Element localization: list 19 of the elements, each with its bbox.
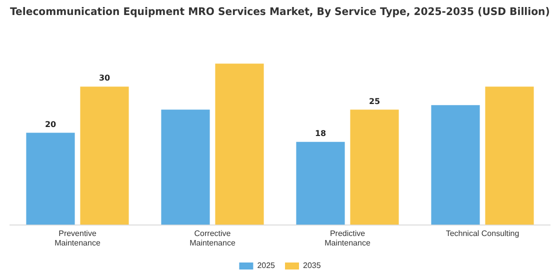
bar <box>161 110 210 225</box>
bar <box>431 105 480 225</box>
legend-label: 2025 <box>257 261 276 270</box>
bar <box>350 110 399 225</box>
data-label: 20 <box>44 120 56 129</box>
x-tick-label: Corrective Maintenance <box>190 228 236 248</box>
data-label: 25 <box>368 96 380 106</box>
data-label: 30 <box>98 74 110 83</box>
bar <box>80 86 129 225</box>
data-label: 18 <box>314 128 326 138</box>
bar <box>296 142 345 225</box>
legend-label: 2035 <box>303 261 322 270</box>
bar <box>215 64 264 225</box>
bar <box>485 86 534 225</box>
x-tick-label: Preventive Maintenance <box>54 228 101 248</box>
bar <box>26 132 75 225</box>
chart-title: Telecommunication Equipment MRO Services Market, By Service Type, 2025-2035 (USD Billion) <box>10 6 550 18</box>
x-tick-label: Predictive Maintenance <box>324 228 371 248</box>
x-tick-label: Technical Consulting <box>446 228 520 238</box>
